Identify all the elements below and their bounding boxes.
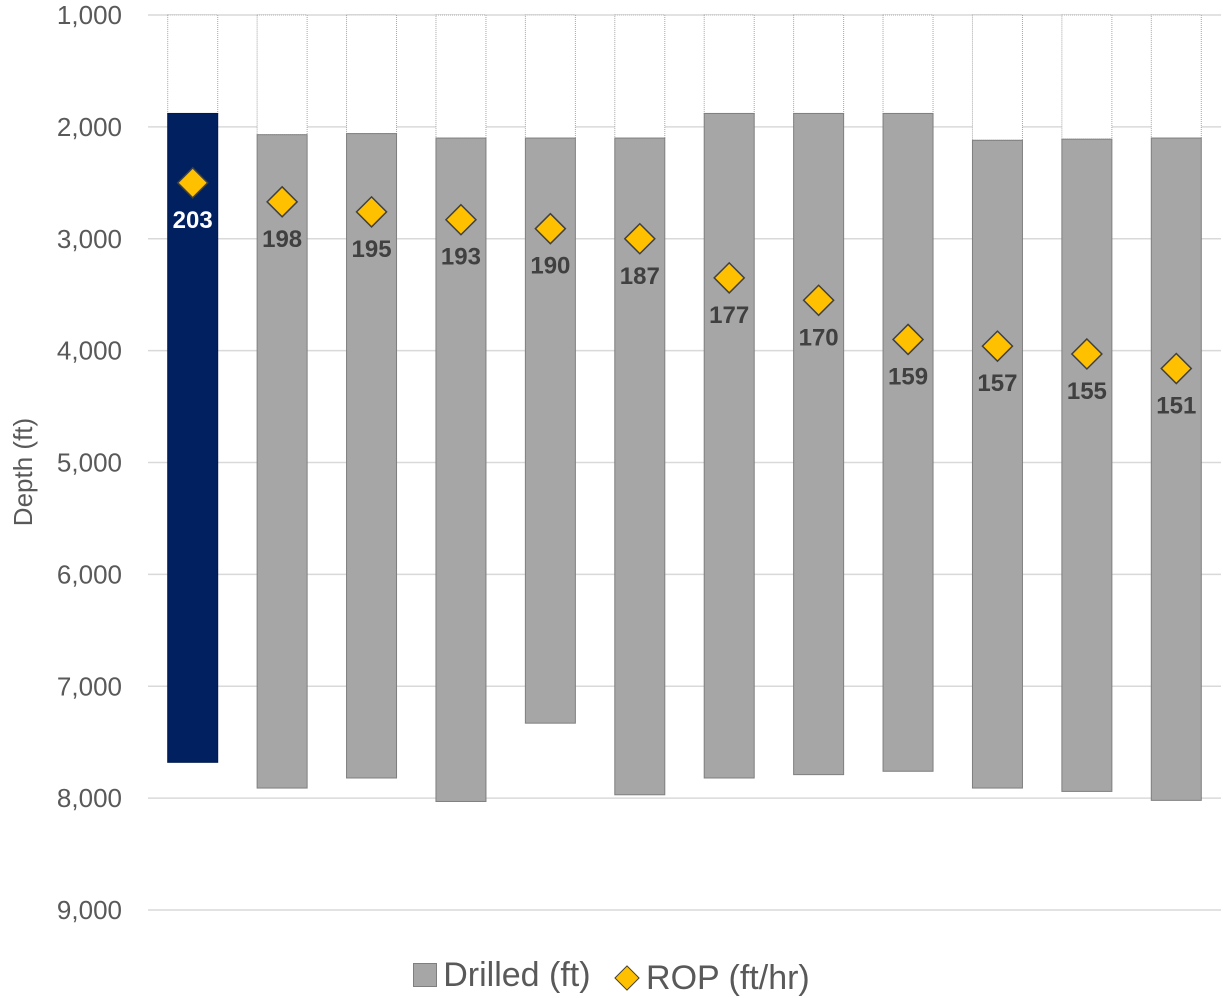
- rop-data-label: 170: [799, 324, 839, 351]
- rop-data-label: 198: [262, 226, 302, 253]
- y-tick-label: 3,000: [57, 224, 122, 254]
- rop-data-label: 193: [441, 244, 481, 271]
- rop-data-label: 203: [173, 207, 213, 234]
- rop-marker: [891, 323, 925, 356]
- y-axis-label: Depth (ft): [8, 418, 38, 526]
- y-tick-label: 5,000: [57, 448, 122, 478]
- rop-marker: [444, 203, 478, 236]
- drilled-bar: [882, 112, 934, 772]
- drilled-bar: [346, 133, 398, 779]
- drilled-bar: [793, 112, 845, 776]
- bar-offset: [1150, 14, 1202, 139]
- y-tick-label: 1,000: [57, 0, 122, 30]
- rop-data-label: 151: [1156, 393, 1196, 420]
- rop-data-label: 157: [977, 370, 1017, 397]
- bar-offset: [435, 14, 487, 139]
- drilled-bar: [1061, 138, 1113, 792]
- rop-data-label: 195: [352, 236, 392, 263]
- rop-marker: [802, 284, 835, 317]
- legend-item-drilled: Drilled (ft): [413, 955, 591, 995]
- bar-offset: [524, 14, 576, 139]
- rop-marker: [623, 222, 656, 255]
- rop-marker: [534, 212, 567, 245]
- bar-offset: [167, 14, 219, 114]
- y-axis-ticks: 1,000 2,000 3,000 4,000 5,000 6,000 7,000 8,000…: [57, 0, 122, 925]
- rop-marker: [176, 166, 209, 199]
- drilled-bars: [167, 14, 1202, 802]
- rop-marker: [713, 261, 746, 294]
- rop-data-label: 190: [530, 253, 570, 280]
- bar-offset: [614, 14, 666, 139]
- bar-offset: [971, 14, 1023, 141]
- drilled-bar: [435, 137, 487, 802]
- y-tick-label: 6,000: [57, 559, 122, 589]
- y-tick-label: 4,000: [57, 336, 122, 366]
- gridlines: [148, 14, 1221, 911]
- rop-marker: [981, 330, 1014, 363]
- legend-item-rop: ROP (ft/hr): [612, 958, 810, 998]
- rop-marker: [1160, 352, 1193, 385]
- rop-marker: [355, 195, 388, 228]
- drilled-bar: [703, 112, 755, 779]
- y-tick-label: 7,000: [57, 671, 122, 701]
- drilled-bar: [971, 139, 1023, 789]
- rop-data-label: 159: [888, 363, 928, 390]
- bar-offset: [346, 14, 398, 135]
- bar-offset: [703, 14, 755, 114]
- bar-offset: [256, 14, 308, 136]
- rop-data-label: 177: [709, 302, 749, 329]
- bar-offset: [1061, 14, 1113, 140]
- legend-label-drilled: Drilled (ft): [443, 956, 591, 994]
- rop-marker: [266, 185, 299, 218]
- drilled-bar: [256, 134, 308, 789]
- y-tick-label: 2,000: [57, 112, 122, 142]
- rop-markers: 203 198 195 193 190 187 177 170 159 157 155 151: [173, 166, 1196, 420]
- legend-swatch-diamond: [614, 965, 640, 991]
- legend-label-rop: ROP (ft/hr): [646, 959, 810, 997]
- legend-swatch-bar: [413, 963, 438, 987]
- bar-offset: [882, 14, 934, 114]
- y-tick-label: 8,000: [57, 783, 122, 813]
- rop-data-label: 187: [620, 263, 660, 290]
- rop-marker: [1070, 337, 1103, 371]
- bar-offset: [793, 14, 845, 114]
- y-tick-label: 9,000: [57, 895, 122, 925]
- rop-data-label: 155: [1067, 378, 1107, 405]
- legend: Drilled (ft) ROP (ft/hr): [0, 955, 1223, 998]
- drilled-bar: [167, 112, 219, 763]
- depth-chart: 1,000 2,000 3,000 4,000 5,000 6,000 7,000 8,000…: [8, 0, 1221, 925]
- drilled-bar: [1150, 137, 1202, 801]
